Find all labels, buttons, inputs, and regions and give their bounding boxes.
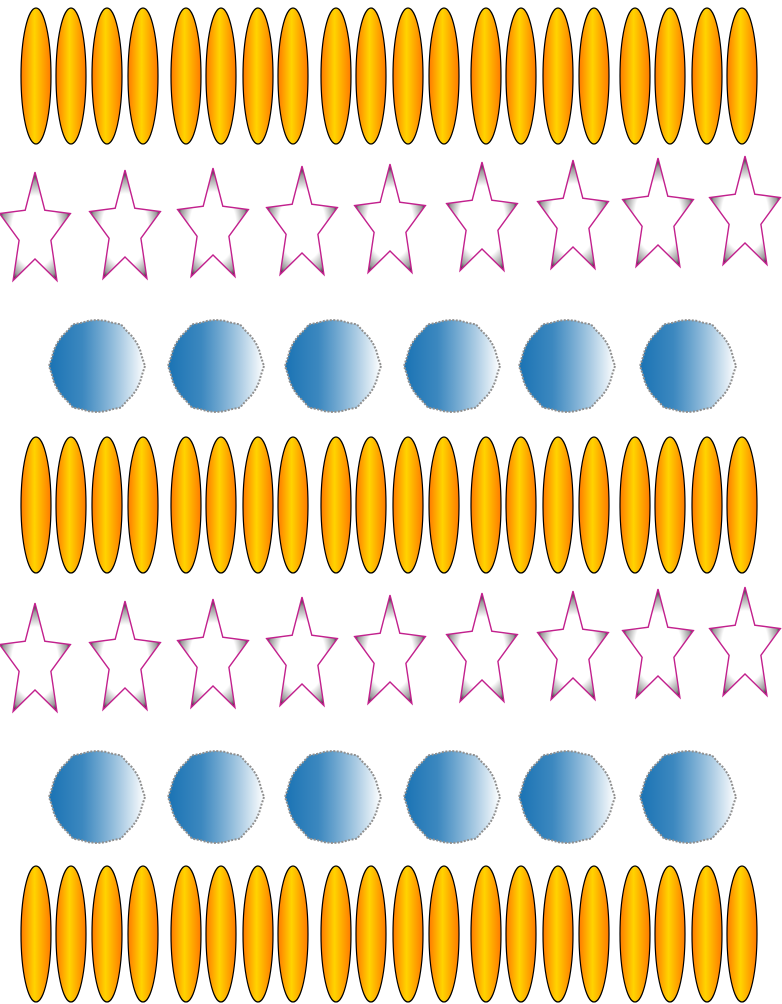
circle-shape	[517, 749, 617, 845]
ellipse-shape	[242, 865, 274, 1003]
ellipse-shape	[505, 436, 537, 574]
star-shape	[708, 155, 782, 267]
ellipse-shape	[619, 7, 651, 145]
star-shape	[353, 163, 427, 275]
ellipse-shape	[127, 7, 159, 145]
circle-shape	[283, 749, 383, 845]
ellipse-shape	[277, 436, 309, 574]
star-shape	[265, 596, 339, 708]
star-shape	[445, 161, 519, 273]
circle-shape	[47, 749, 147, 845]
ellipse-shape	[470, 436, 502, 574]
ellipse-shape	[205, 865, 237, 1003]
ellipse-shape	[170, 865, 202, 1003]
ellipse-shape	[205, 7, 237, 145]
star-shape	[176, 598, 250, 710]
star-shape	[621, 588, 695, 700]
ellipse-shape	[242, 436, 274, 574]
star-shape	[445, 592, 519, 704]
circle-shape	[402, 318, 502, 414]
ellipse-shape	[578, 436, 610, 574]
star-shape	[536, 590, 610, 702]
ellipse-shape	[320, 436, 352, 574]
ellipse-shape	[20, 7, 52, 145]
ellipse-shape	[277, 865, 309, 1003]
ellipse-shape	[542, 7, 574, 145]
star-shape	[536, 159, 610, 271]
ellipse-shape	[392, 436, 424, 574]
ellipse-shape	[55, 7, 87, 145]
circle-shape	[47, 318, 147, 414]
ellipse-shape	[392, 865, 424, 1003]
ellipse-shape	[91, 436, 123, 574]
ellipse-shape	[542, 865, 574, 1003]
ellipse-shape	[320, 7, 352, 145]
circle-shape	[638, 749, 738, 845]
star-shape	[176, 167, 250, 279]
ellipse-shape	[392, 7, 424, 145]
ellipse-shape	[91, 865, 123, 1003]
ellipse-shape	[578, 865, 610, 1003]
star-shape	[708, 586, 782, 698]
ellipse-shape	[505, 865, 537, 1003]
ellipse-shape	[654, 865, 686, 1003]
ellipse-shape	[20, 436, 52, 574]
ellipse-shape	[542, 436, 574, 574]
star-shape	[0, 171, 72, 283]
star-shape	[265, 165, 339, 277]
ellipse-shape	[726, 7, 758, 145]
ellipse-shape	[170, 436, 202, 574]
ellipse-shape	[55, 436, 87, 574]
ellipse-shape	[726, 865, 758, 1003]
ellipse-shape	[428, 865, 460, 1003]
ellipse-shape	[428, 436, 460, 574]
star-shape	[621, 157, 695, 269]
ellipse-shape	[691, 7, 723, 145]
ellipse-shape	[428, 7, 460, 145]
ellipse-shape	[470, 7, 502, 145]
ellipse-shape	[578, 7, 610, 145]
circle-shape	[166, 318, 266, 414]
ellipse-shape	[205, 436, 237, 574]
ellipse-shape	[619, 865, 651, 1003]
ellipse-shape	[277, 7, 309, 145]
circle-shape	[402, 749, 502, 845]
ellipse-shape	[242, 7, 274, 145]
ellipse-shape	[654, 436, 686, 574]
ellipse-shape	[320, 865, 352, 1003]
circle-shape	[166, 749, 266, 845]
circle-shape	[283, 318, 383, 414]
circle-shape	[517, 318, 617, 414]
star-shape	[88, 169, 162, 281]
ellipse-shape	[127, 436, 159, 574]
ellipse-shape	[355, 865, 387, 1003]
circle-shape	[638, 318, 738, 414]
ellipse-shape	[127, 865, 159, 1003]
star-shape	[353, 594, 427, 706]
ellipse-shape	[691, 865, 723, 1003]
ellipse-shape	[20, 865, 52, 1003]
ellipse-shape	[170, 7, 202, 145]
star-shape	[88, 600, 162, 712]
ellipse-shape	[505, 7, 537, 145]
star-shape	[0, 602, 72, 714]
ellipse-shape	[355, 7, 387, 145]
ellipse-shape	[355, 436, 387, 574]
ellipse-shape	[470, 865, 502, 1003]
ellipse-shape	[55, 865, 87, 1003]
ellipse-shape	[654, 7, 686, 145]
ellipse-shape	[726, 436, 758, 574]
ellipse-shape	[619, 436, 651, 574]
ellipse-shape	[691, 436, 723, 574]
ellipse-shape	[91, 7, 123, 145]
